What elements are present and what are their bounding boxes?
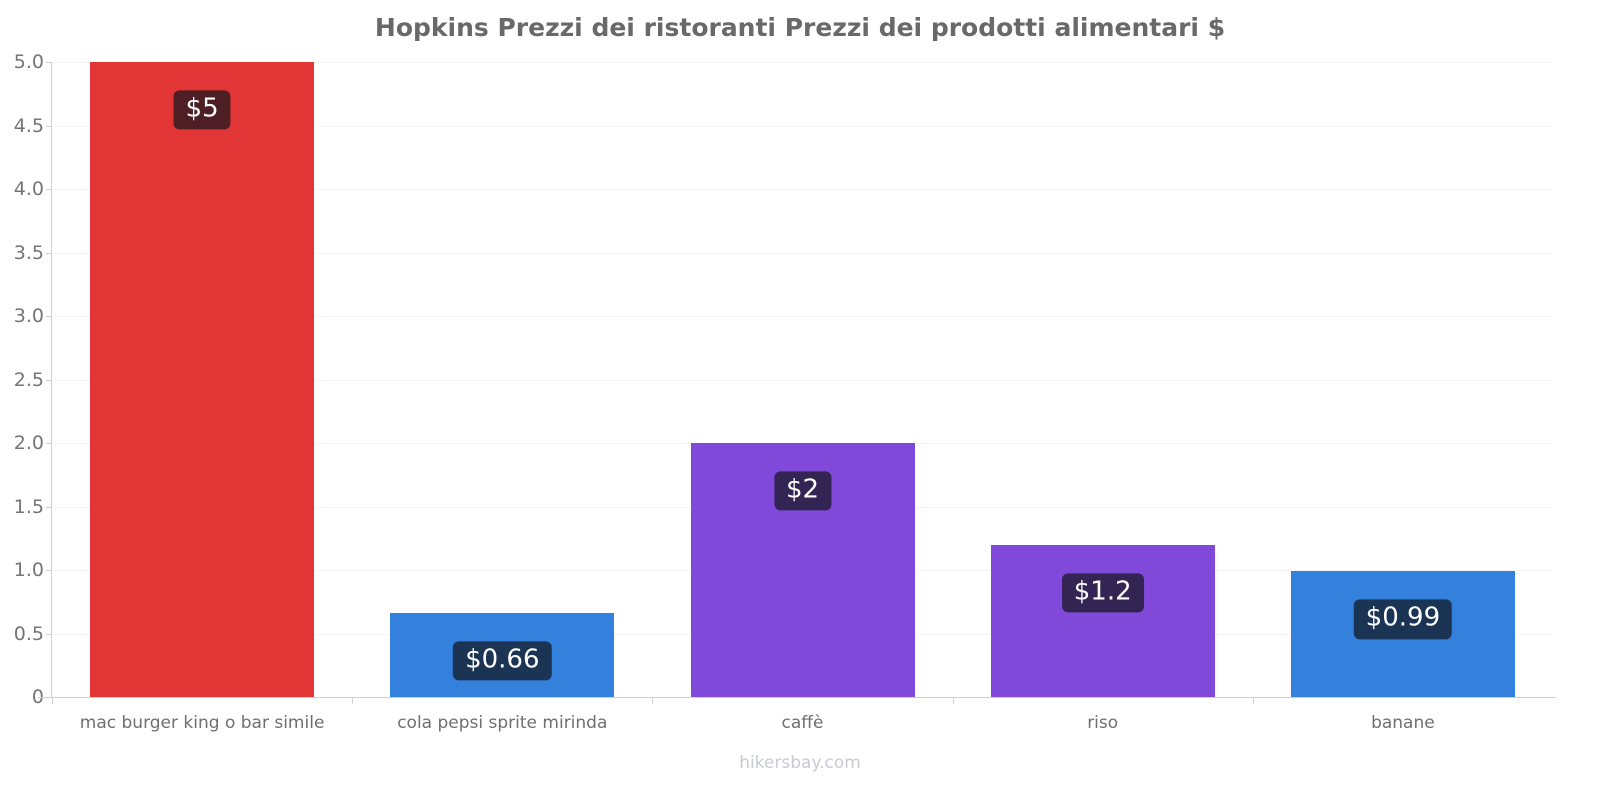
x-axis-tick-label: mac burger king o bar simile	[79, 713, 325, 733]
y-axis-tick-mark	[46, 570, 52, 571]
bar-value-label: $5	[173, 90, 231, 130]
y-axis-tick-label: 2.0	[13, 432, 44, 454]
y-axis-tick-mark	[46, 62, 52, 63]
bar-value-label: $2	[773, 471, 832, 511]
gridline	[52, 189, 1553, 190]
y-axis-tick-mark	[46, 379, 52, 381]
gridline	[52, 316, 1553, 317]
y-axis-tick-label: 1.5	[13, 495, 44, 518]
gridline	[52, 252, 1553, 254]
x-axis-tick-label: caffè	[781, 713, 824, 733]
y-axis-tick-label: 1.0	[13, 559, 44, 581]
x-axis-tick-mark	[352, 698, 354, 704]
x-axis-tick-mark	[652, 698, 654, 704]
y-axis-tick-label: 5.0	[13, 51, 44, 73]
chart-title: Hopkins Prezzi dei ristoranti Prezzi dei…	[374, 13, 1226, 42]
y-axis-tick-mark	[46, 506, 52, 508]
y-axis-tick-label: 0.5	[13, 622, 44, 645]
x-axis-tick-mark	[952, 698, 954, 704]
gridline	[52, 62, 1553, 63]
gridline	[52, 379, 1553, 381]
y-axis-tick-mark	[46, 189, 52, 190]
y-axis-tick-mark	[46, 443, 52, 444]
x-axis-tick-mark	[1252, 698, 1254, 704]
y-axis-tick-label: 4.0	[13, 178, 44, 200]
gridline	[52, 125, 1553, 127]
bar-value-label: $1.2	[1061, 572, 1144, 613]
y-axis-tick-mark	[46, 252, 52, 254]
bar-value-label: $0.99	[1353, 599, 1453, 639]
bar-value-label: $0.66	[453, 641, 552, 681]
x-axis-tick-label: riso	[1087, 713, 1119, 733]
y-axis-tick-label: 3.0	[13, 305, 44, 327]
footer-watermark: hikersbay.com	[739, 753, 861, 773]
y-axis-tick-label: 2.5	[13, 368, 44, 391]
x-axis-line	[38, 697, 1556, 698]
y-axis-tick-label: 3.5	[13, 241, 44, 264]
y-axis-tick-mark	[46, 125, 52, 127]
x-axis-tick-label: cola pepsi sprite mirinda	[397, 713, 608, 733]
bar[interactable]	[90, 62, 315, 697]
y-axis-line	[51, 62, 52, 698]
x-axis-tick-mark	[52, 698, 53, 704]
x-axis-tick-label: banane	[1371, 713, 1435, 733]
y-axis-tick-mark	[46, 316, 52, 317]
y-axis-tick-mark	[46, 633, 52, 635]
y-axis-tick-label: 0	[31, 686, 44, 708]
y-axis-tick-label: 4.5	[13, 114, 44, 137]
bar[interactable]	[990, 544, 1215, 697]
